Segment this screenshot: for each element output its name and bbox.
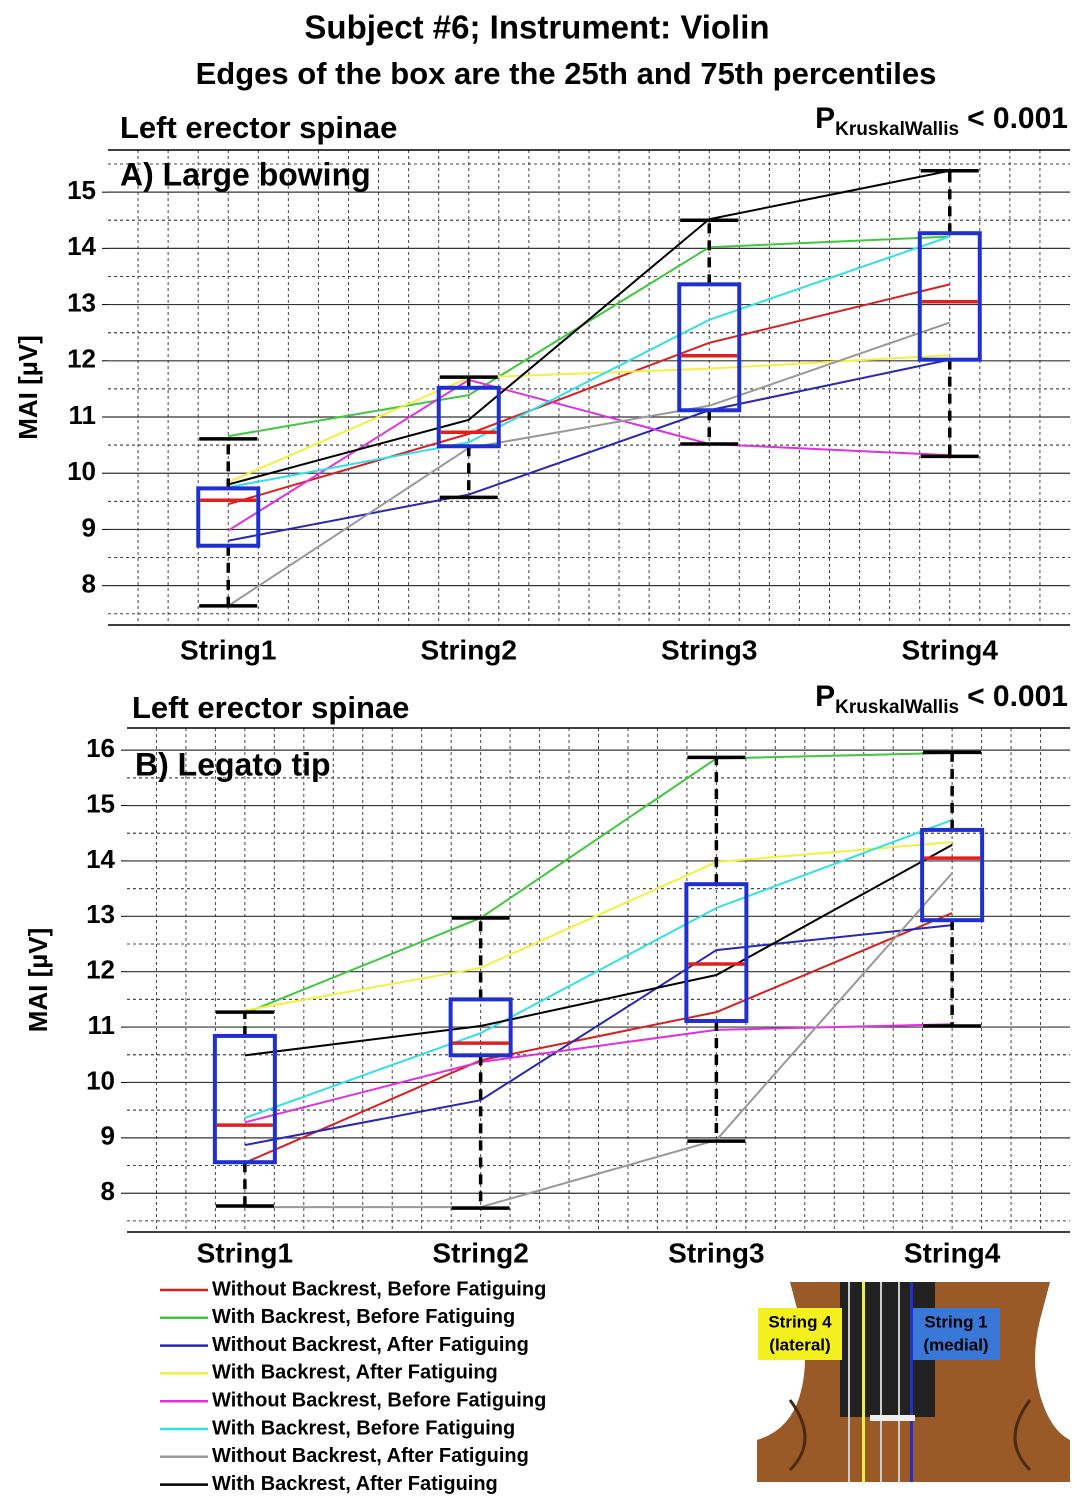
series-line [228,235,951,489]
y-tick-label: 9 [82,512,96,542]
series-line [227,354,950,484]
p-annotation: PKruskalWallis < 0.001 [815,102,1068,140]
legend-label: With Backrest, After Fatiguing [212,1362,498,1384]
p-text: < 0.001 [967,102,1068,135]
violin-inset: String 4 (lateral) String 1 (medial) [757,1282,1070,1482]
series-line [244,924,953,1147]
series-line [244,751,953,1015]
series-line [244,841,953,1012]
x-tick-label: String3 [661,634,757,665]
legend-label: Without Backrest, After Fatiguing [212,1445,529,1467]
muscle-label: Left erector spinae [132,690,409,725]
bridge [870,1415,915,1421]
box [448,997,513,1058]
legend-label: With Backrest, Before Fatiguing [212,1417,515,1439]
inset-label: String 1 [924,1312,987,1331]
x-tick-label: String1 [180,634,276,665]
figure-title: Subject #6; Instrument: Violin [304,9,769,46]
box [920,827,985,923]
inset-label-box [913,1308,1000,1360]
inset-label-box [758,1308,842,1360]
box [436,385,501,449]
p-symbol: P [815,102,835,135]
y-tick-label: 13 [86,899,115,929]
x-tick-label: String2 [421,634,517,665]
y-tick-label: 10 [67,456,96,486]
y-tick-label: 10 [86,1065,115,1095]
y-tick-label: 11 [88,1010,116,1040]
series-line [244,872,953,1209]
p-subscript: KruskalWallis [835,119,959,140]
inset-label: (lateral) [769,1335,830,1354]
p-subscript: KruskalWallis [835,697,959,718]
string [848,1282,850,1482]
muscle-label: Left erector spinae [120,110,397,145]
p-annotation: PKruskalWallis < 0.001 [815,680,1068,718]
series-line [227,169,950,486]
y-tick-label: 12 [86,955,115,985]
panel-label: B) Legato tip [135,746,331,782]
panel-label: A) Large bowing [120,156,371,192]
x-tick-label: String2 [432,1237,528,1268]
box [677,282,742,413]
y-axis-label: MAI [µV] [13,335,43,440]
series-line [227,283,950,506]
p-text: < 0.001 [967,680,1068,713]
inset-label: (medial) [923,1335,988,1354]
series-line [228,235,950,438]
box [212,1033,277,1165]
series-line [228,358,950,542]
series-line [227,378,950,532]
x-tick-label: String3 [668,1237,764,1268]
y-tick-label: 14 [67,231,96,261]
string [880,1282,882,1482]
series-line [244,819,953,1119]
inset-label: String 4 [768,1312,832,1331]
string-1-marker [910,1282,913,1482]
f-holes [788,1399,1032,1472]
y-tick-label: 8 [101,1176,115,1206]
string [898,1282,900,1482]
y-tick-label: 16 [86,733,115,763]
box [196,486,261,548]
series-line [227,321,951,607]
y-tick-label: 14 [86,844,115,874]
p-symbol: P [815,680,835,713]
legend-label: Without Backrest, Before Fatiguing [212,1389,546,1411]
y-tick-label: 15 [86,788,115,818]
y-tick-label: 11 [69,400,97,430]
y-tick-label: 8 [82,569,96,599]
legend-label: With Backrest, After Fatiguing [212,1473,498,1495]
x-tick-label: String4 [902,634,999,665]
y-tick-label: 9 [101,1121,115,1151]
series-line [244,843,953,1057]
y-tick-label: 12 [67,344,96,374]
y-tick-label: 15 [67,175,96,205]
x-tick-label: String4 [904,1237,1001,1268]
legend-label: With Backrest, Before Fatiguing [212,1306,515,1328]
string-4-marker [862,1282,865,1482]
x-tick-label: String1 [197,1237,293,1268]
legend-label: Without Backrest, After Fatiguing [212,1334,529,1356]
series-line [244,1023,953,1124]
series-line [244,912,953,1164]
legend-label: Without Backrest, Before Fatiguing [212,1278,546,1300]
y-axis-label: MAI [µV] [23,928,53,1033]
y-tick-label: 13 [67,287,96,317]
box [917,231,982,362]
box [684,882,749,1023]
figure-subtitle: Edges of the box are the 25th and 75th p… [196,56,937,91]
